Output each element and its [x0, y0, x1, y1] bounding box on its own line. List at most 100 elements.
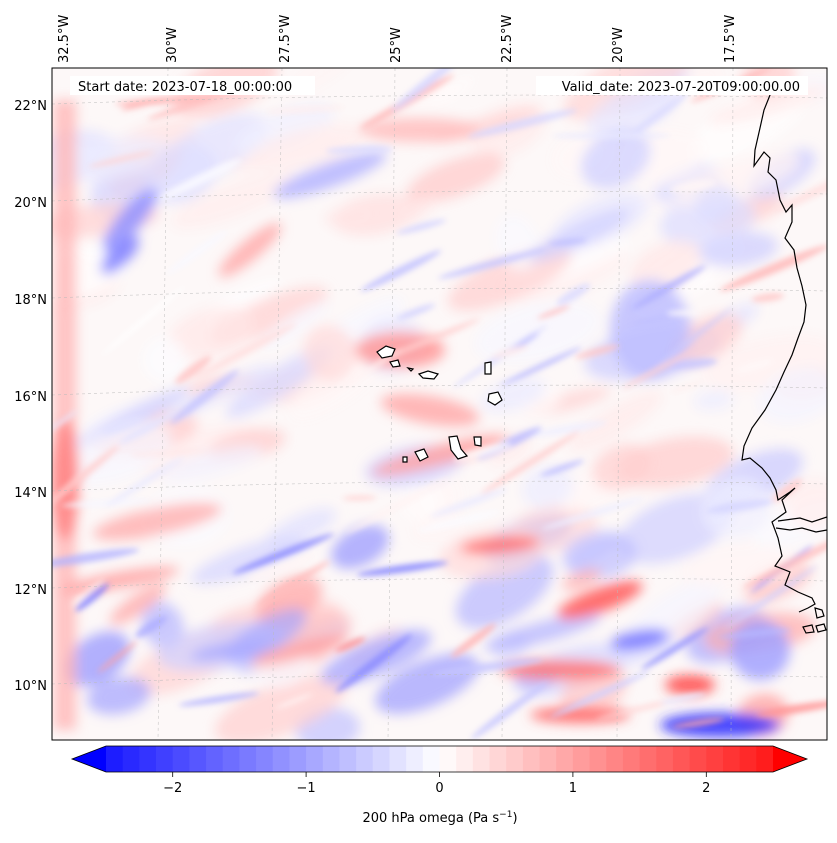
- field-streak: [105, 456, 184, 507]
- island-maio: [473, 436, 482, 447]
- colorbar-cell: [356, 746, 374, 772]
- field-streak: [438, 247, 550, 279]
- field-patch: [235, 103, 335, 156]
- field-feature: [610, 628, 670, 652]
- colorbar-cell: [639, 746, 657, 772]
- field-streak: [471, 681, 549, 740]
- field-patch: [247, 124, 367, 171]
- field-streak: [119, 410, 179, 444]
- field-patch: [592, 443, 652, 491]
- colorbar-cell: [556, 746, 574, 772]
- field-streak: [671, 381, 703, 393]
- field-streak: [723, 565, 818, 630]
- field-streak: [719, 245, 827, 292]
- field-streak: [669, 180, 717, 193]
- field-patch: [109, 583, 167, 625]
- field-streak: [467, 109, 578, 138]
- field-patch: [528, 208, 631, 263]
- field-streak: [511, 332, 539, 351]
- colorbar-cell: [222, 746, 241, 772]
- colorbar-cell: [606, 746, 624, 772]
- colorbar-cell: [306, 746, 324, 772]
- colorbar-cell: [239, 746, 257, 772]
- lat-label-16n: 16°N: [14, 390, 47, 405]
- field-patch: [289, 345, 390, 421]
- field-streak: [61, 498, 152, 508]
- island-santa-luzia: [406, 367, 415, 372]
- field-streak: [135, 615, 168, 638]
- latitude-labels: 22°N 20°N 18°N 16°N 14°N 12°N 10°N: [14, 99, 47, 694]
- gridlines: [52, 68, 827, 740]
- field-streak: [453, 443, 512, 462]
- field-streak: [622, 349, 696, 389]
- lon-label-32.5w: 32.5°W: [57, 15, 72, 63]
- island-brava: [402, 456, 408, 463]
- field-streak: [232, 533, 335, 575]
- colorbar-cell: [322, 746, 341, 772]
- colorbar-tick-label: 1: [569, 781, 577, 796]
- coast-guinea-bissau: [775, 527, 827, 533]
- lat-label-10n: 10°N: [14, 679, 47, 694]
- colorbar-cell: [139, 746, 157, 772]
- field-feature: [273, 151, 387, 199]
- field-patch: [225, 346, 332, 419]
- lat-label-22n: 22°N: [14, 99, 47, 114]
- field-streak: [342, 495, 377, 501]
- island-sao-nicolau: [417, 370, 440, 380]
- field-patch: [568, 390, 663, 452]
- colorbar-cell: [456, 746, 474, 772]
- field-patch: [400, 196, 436, 223]
- valid-date-box: [536, 76, 808, 95]
- colorbar-cell: [756, 746, 774, 772]
- africa-coastline: [741, 83, 827, 634]
- island-boa-vista: [487, 391, 503, 406]
- field-streak: [653, 307, 733, 369]
- field-streak: [97, 641, 138, 673]
- field-patch: [323, 206, 370, 226]
- field-patch: [397, 482, 441, 524]
- colorbar-cell: [539, 746, 557, 772]
- field-feature: [360, 118, 480, 142]
- field-streak: [547, 238, 588, 246]
- field-patch: [693, 389, 734, 411]
- header-boxes: Start date: 2023-07-18_00:00:00 Valid_da…: [70, 76, 808, 95]
- coast-mauritania-senegal: [741, 83, 816, 613]
- field-feature: [100, 235, 140, 275]
- island-fogo: [414, 448, 429, 462]
- field-streak: [537, 305, 571, 319]
- field-streak: [115, 95, 214, 106]
- map-panel[interactable]: Start date: 2023-07-18_00:00:00 Valid_da…: [0, 29, 837, 758]
- field-streak: [717, 628, 792, 639]
- field-streak: [178, 692, 260, 707]
- colorbar-cell: [372, 746, 391, 772]
- field-feature: [102, 188, 158, 252]
- colorbar-extend-low: [72, 746, 106, 772]
- field-streak: [773, 167, 827, 213]
- field-streak: [541, 498, 644, 530]
- colorbar-cell: [656, 746, 674, 772]
- field-patch: [694, 185, 738, 224]
- colorbar-cell: [489, 746, 507, 772]
- field-patch: [522, 465, 574, 509]
- field-streak: [166, 230, 228, 275]
- field-streak: [87, 151, 154, 168]
- colorbar-cell: [439, 746, 457, 772]
- field-streak: [556, 283, 591, 306]
- lon-label-17.5w: 17.5°W: [723, 15, 738, 63]
- colorbar-cell: [272, 746, 291, 772]
- island-santo-antao: [376, 345, 396, 359]
- field-streak: [416, 510, 501, 533]
- lon-label-30w: 30°W: [165, 27, 180, 63]
- lat-label-12n: 12°N: [14, 583, 47, 598]
- colorbar-cell: [106, 746, 124, 772]
- gridline-lat-14: [52, 480, 827, 492]
- field-patch: [744, 562, 812, 603]
- colorbar-outline: [70, 745, 809, 773]
- field-patch: [160, 444, 263, 481]
- field-patch: [562, 569, 601, 591]
- gridline-lat-22: [52, 94, 827, 105]
- lon-label-25w: 25°W: [389, 27, 404, 63]
- lon-label-27.5w: 27.5°W: [278, 15, 293, 63]
- start-date-text: Start date: 2023-07-18_00:00:00: [78, 80, 292, 95]
- field-feature: [500, 660, 620, 680]
